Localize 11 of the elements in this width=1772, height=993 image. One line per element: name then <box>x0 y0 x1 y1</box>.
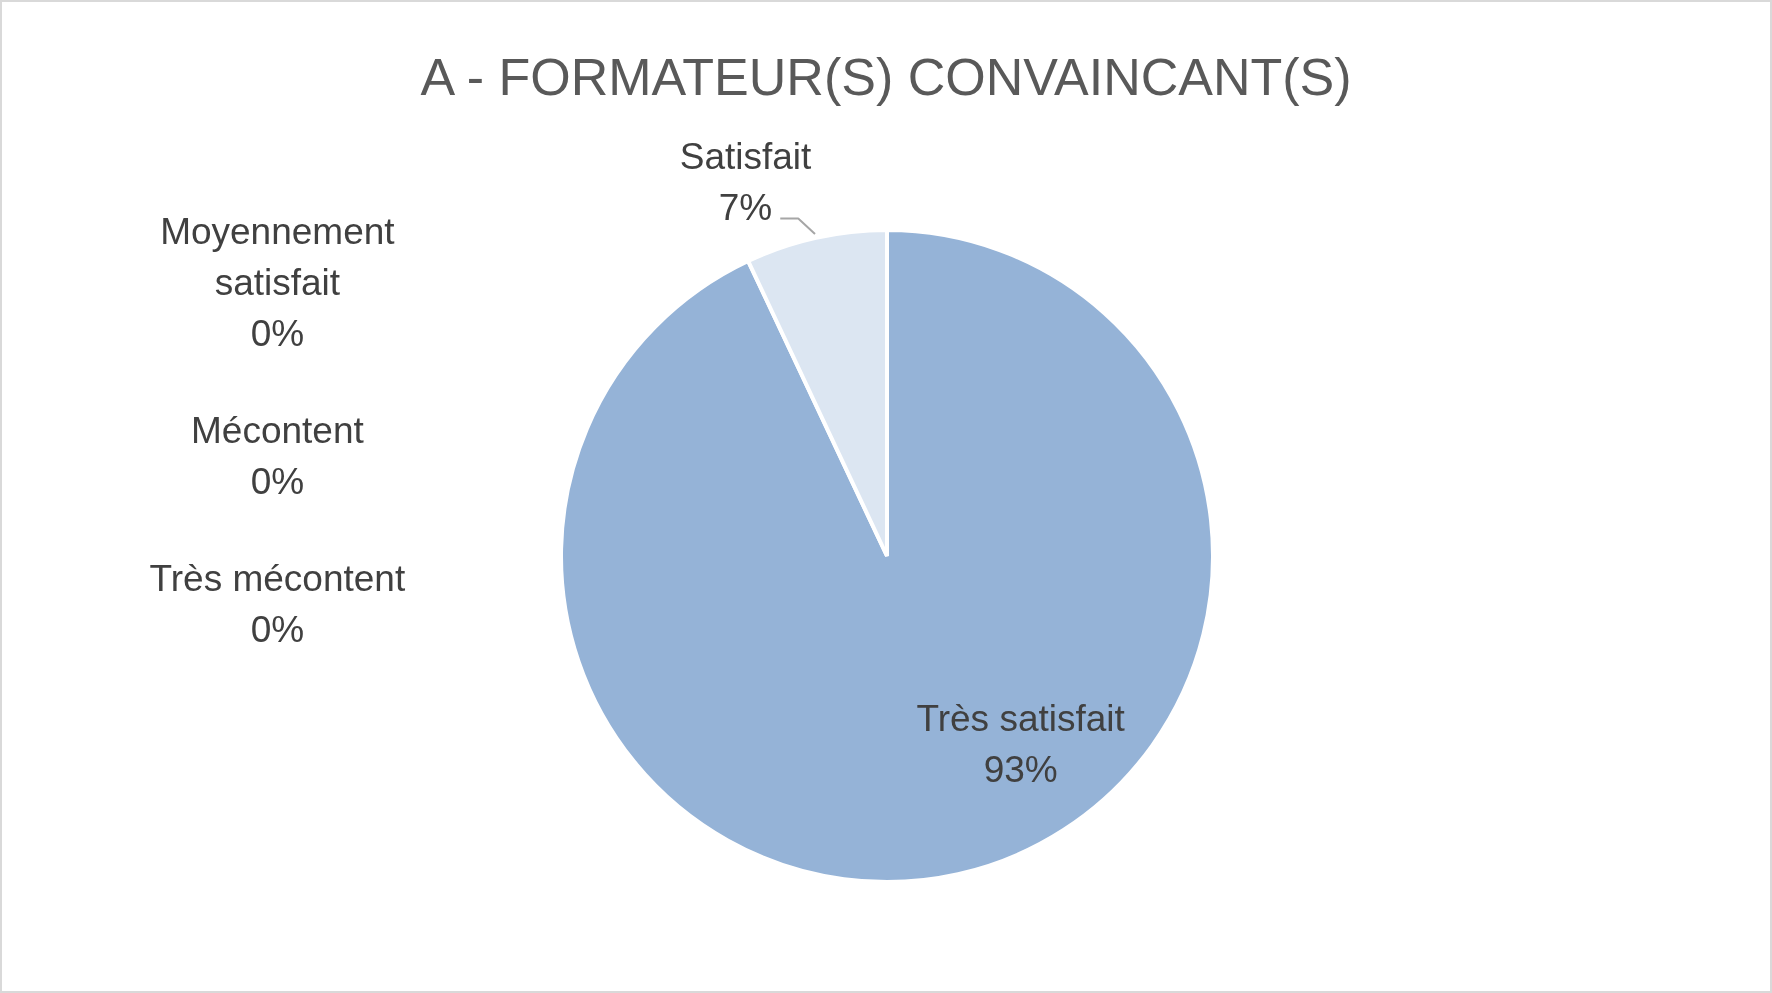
data-label: 7% <box>718 186 773 228</box>
text: 0% <box>250 461 305 503</box>
slice-label: Satisfait <box>679 135 813 177</box>
data-label: 93% <box>983 749 1058 791</box>
category-label: Mécontent <box>190 410 364 452</box>
category-label: Moyennement satisfait <box>160 211 395 304</box>
category-label: Très mécontent <box>149 558 406 600</box>
text: 0% <box>250 313 305 355</box>
slice-label: Très satisfait <box>916 698 1126 740</box>
chart-title: A - FORMATEUR(S) CONVAINCANT(S) <box>420 48 1352 106</box>
text: 0% <box>250 609 305 651</box>
